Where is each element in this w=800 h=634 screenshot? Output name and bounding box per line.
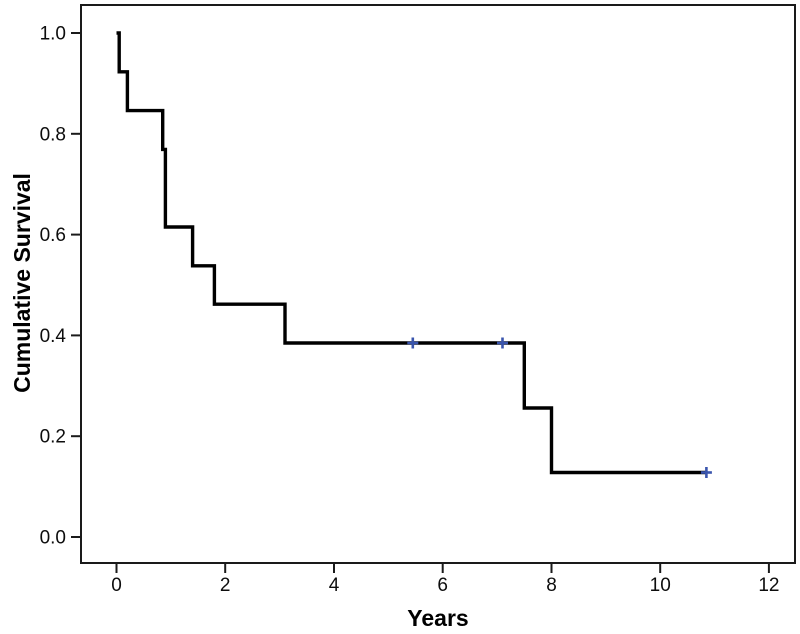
censor-mark xyxy=(407,337,419,349)
y-tick-label: 0.0 xyxy=(40,528,66,549)
x-tick-label: 12 xyxy=(758,575,779,596)
survival-step-curve xyxy=(116,31,707,475)
y-tick-label: 0.6 xyxy=(40,225,66,246)
y-tick-label: 0.2 xyxy=(40,427,66,448)
censor-mark xyxy=(497,337,508,349)
x-tick-label: 4 xyxy=(329,575,340,596)
y-tick-label: 0.4 xyxy=(40,326,67,347)
x-tick-label: 6 xyxy=(437,575,448,596)
x-tick-label: 0 xyxy=(111,575,122,596)
y-axis-title: Cumulative Survival xyxy=(9,173,35,393)
plot-area-border xyxy=(80,4,796,564)
x-axis-title: Years xyxy=(407,605,468,631)
x-tick-label: 2 xyxy=(220,575,231,596)
x-tick-label: 10 xyxy=(650,575,671,596)
censor-marks xyxy=(407,337,712,478)
x-axis-ticks: 0 2 4 6 8 10 12 xyxy=(111,563,779,596)
x-tick-label: 8 xyxy=(546,575,557,596)
y-tick-label: 0.8 xyxy=(40,124,66,145)
y-tick-label: 1.0 xyxy=(40,24,66,45)
y-axis-ticks: 0.0 0.2 0.4 0.6 0.8 1.0 xyxy=(40,24,81,549)
censor-mark xyxy=(700,467,712,478)
